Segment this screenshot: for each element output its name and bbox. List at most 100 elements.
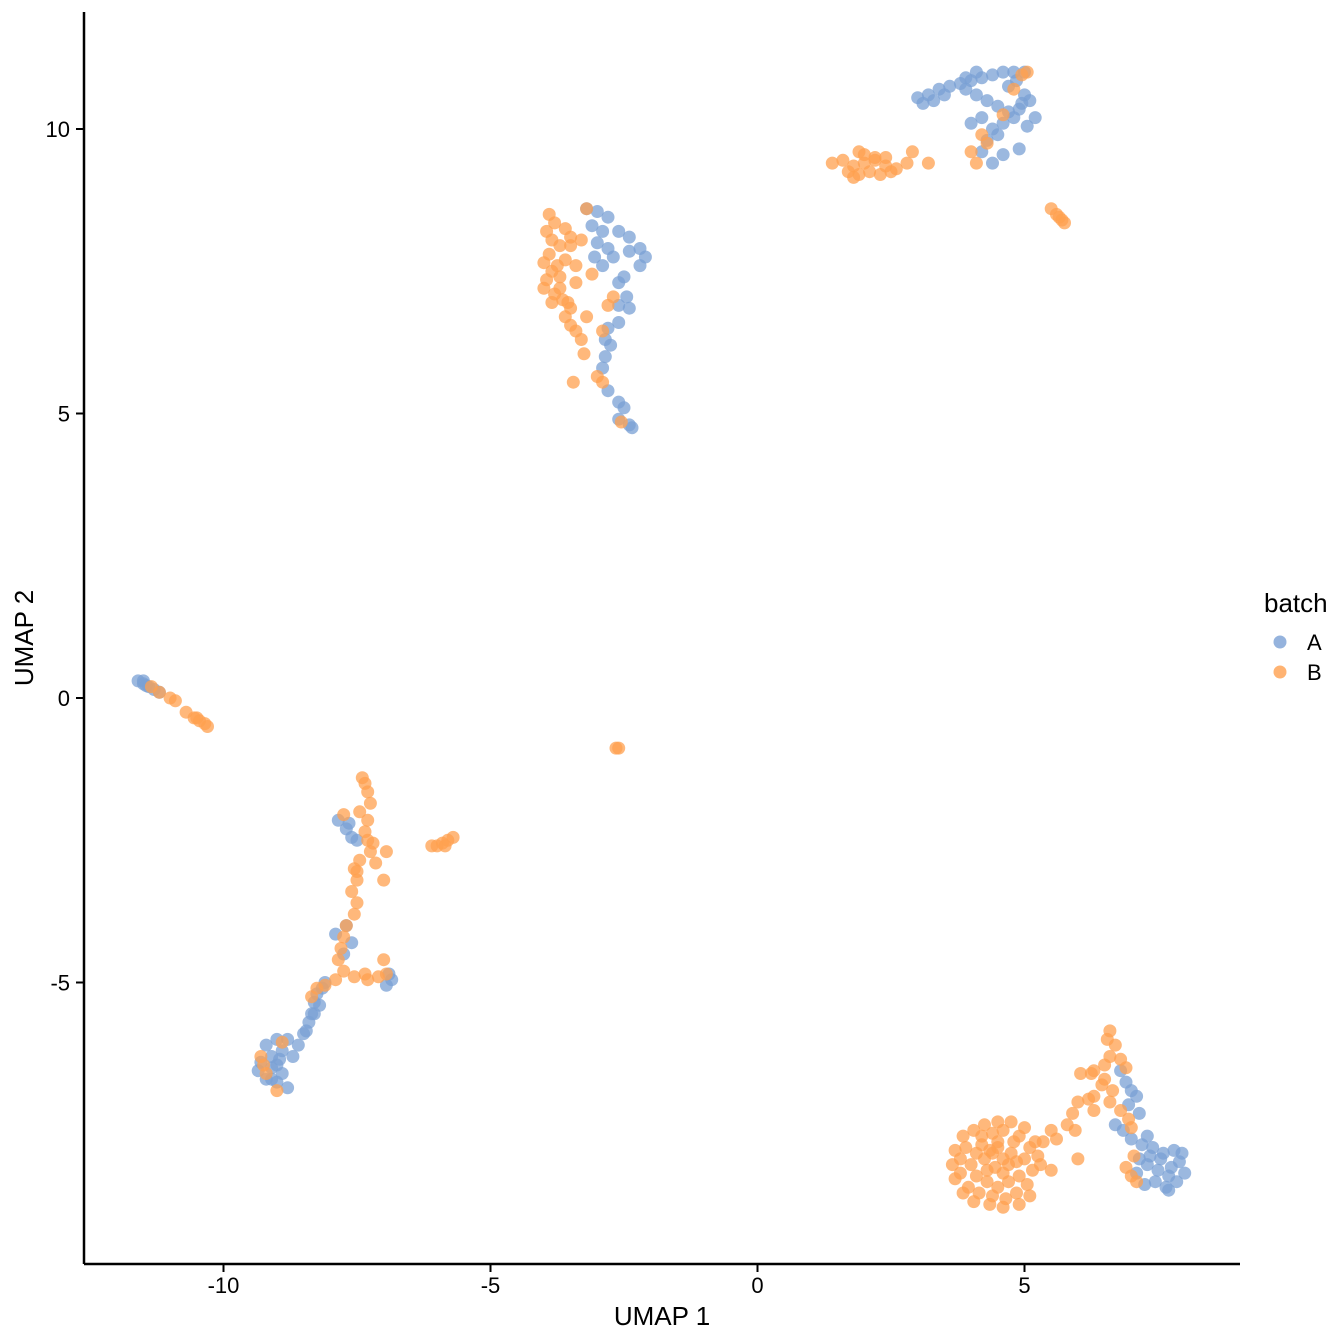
point-b-90 — [361, 813, 375, 827]
point-b-213 — [1114, 1104, 1128, 1117]
point-b-10 — [873, 168, 887, 181]
point-b-76 — [152, 685, 166, 699]
point-a-103 — [299, 1024, 313, 1038]
point-b-208 — [1074, 1067, 1088, 1080]
point-b-141 — [980, 1175, 994, 1189]
point-b-197 — [1071, 1152, 1085, 1166]
point-b-184 — [1010, 1155, 1023, 1169]
point-b-112 — [361, 973, 375, 987]
point-b-71 — [553, 281, 567, 295]
point-b-218 — [1119, 1160, 1133, 1174]
point-b-174 — [983, 1197, 997, 1211]
x-ticks: -10 -5 0 5 — [208, 1264, 1031, 1298]
point-b-118 — [337, 808, 351, 822]
point-b-191 — [1066, 1106, 1080, 1120]
point-b-1 — [836, 153, 850, 167]
points-layer — [131, 65, 1192, 1214]
point-b-185 — [969, 1169, 983, 1183]
point-b-219 — [1130, 1175, 1144, 1189]
point-b-67 — [564, 239, 578, 253]
point-b-59 — [569, 276, 583, 290]
point-a-122 — [1130, 1089, 1144, 1103]
point-b-52 — [577, 347, 591, 361]
point-b-100 — [339, 919, 353, 933]
point-a-42 — [601, 210, 615, 224]
point-b-175 — [996, 1200, 1010, 1214]
point-b-169 — [948, 1143, 962, 1157]
point-b-126 — [438, 839, 452, 853]
point-b-17 — [921, 156, 935, 170]
point-a-7 — [986, 68, 999, 82]
point-a-11 — [916, 96, 930, 110]
point-b-55 — [566, 375, 580, 389]
point-b-170 — [945, 1158, 959, 1172]
point-b-72 — [561, 296, 575, 309]
point-b-14 — [852, 145, 866, 159]
point-a-46 — [622, 230, 636, 244]
point-b-151 — [959, 1141, 973, 1154]
point-b-66 — [574, 233, 588, 247]
point-a-16 — [980, 94, 994, 108]
point-b-25 — [1007, 82, 1021, 96]
point-a-143 — [1154, 1152, 1168, 1166]
point-b-117 — [377, 873, 391, 887]
point-b-19 — [879, 151, 893, 164]
y-axis-title: UMAP 2 — [9, 590, 39, 686]
point-a-64 — [617, 401, 631, 415]
point-b-216 — [1127, 1149, 1141, 1163]
point-a-8 — [996, 65, 1010, 79]
point-b-15 — [900, 156, 914, 170]
point-b-41 — [553, 270, 567, 284]
point-a-117 — [350, 833, 364, 847]
point-a-56 — [612, 316, 626, 329]
point-a-145 — [1143, 1149, 1157, 1163]
point-a-28 — [996, 148, 1010, 162]
point-a-102 — [307, 1007, 321, 1021]
point-a-37 — [959, 71, 973, 85]
point-b-140 — [964, 1158, 978, 1172]
point-b-171 — [948, 1172, 962, 1186]
point-a-148 — [1162, 1183, 1176, 1197]
point-b-22 — [964, 145, 978, 159]
point-a-72 — [596, 259, 610, 273]
point-b-194 — [1087, 1104, 1101, 1117]
point-b-196 — [1044, 1163, 1058, 1177]
point-b-215 — [1124, 1121, 1138, 1135]
point-a-13 — [937, 88, 951, 102]
point-b-54 — [596, 375, 610, 389]
point-a-24 — [964, 116, 978, 130]
point-b-176 — [1012, 1197, 1026, 1211]
point-a-52 — [612, 276, 626, 290]
x-tick-label: -10 — [208, 1273, 240, 1298]
point-b-108 — [347, 970, 361, 984]
point-b-129 — [259, 1067, 273, 1080]
point-b-209 — [1084, 1067, 1098, 1080]
point-b-164 — [1004, 1115, 1018, 1129]
series-b — [144, 65, 1144, 1214]
point-b-11 — [884, 165, 898, 179]
point-b-65 — [550, 259, 564, 273]
point-a-70 — [588, 250, 602, 264]
point-b-18 — [847, 170, 861, 184]
point-a-14 — [959, 82, 973, 96]
point-b-124 — [446, 830, 460, 844]
point-b-125 — [425, 839, 439, 853]
point-b-74 — [612, 741, 626, 755]
point-b-83 — [201, 720, 214, 733]
point-b-144 — [1012, 1169, 1026, 1183]
point-a-80 — [259, 1038, 273, 1052]
point-a-36 — [1020, 119, 1034, 133]
point-b-98 — [350, 896, 364, 910]
point-a-33 — [1028, 111, 1042, 125]
point-a-35 — [1015, 96, 1029, 110]
point-a-113 — [379, 978, 393, 992]
point-b-212 — [1103, 1095, 1117, 1109]
point-b-207 — [1119, 1061, 1133, 1075]
point-b-120 — [305, 990, 319, 1004]
point-a-29 — [986, 156, 999, 170]
point-b-9 — [863, 165, 877, 179]
point-b-205 — [1108, 1038, 1122, 1052]
point-b-68 — [558, 222, 572, 236]
x-tick-label: 5 — [1018, 1273, 1030, 1298]
